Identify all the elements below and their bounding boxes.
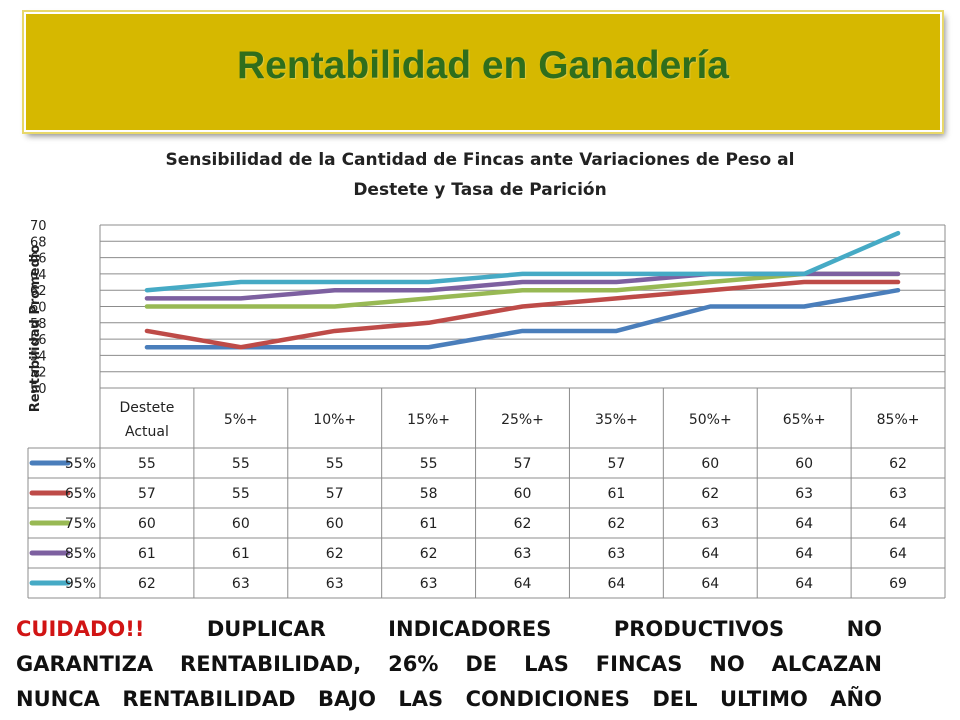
chart-title-line2: Destete y Tasa de Parición: [353, 180, 607, 200]
data-table-cell: 60: [795, 456, 813, 472]
legend-label: 95%: [65, 576, 96, 592]
data-table-cell: 63: [889, 486, 907, 502]
x-tick-label: 65%+: [783, 412, 826, 428]
series-line: [144, 279, 901, 350]
data-table-cell: 61: [607, 486, 625, 502]
chart-title: Sensibilidad de la Cantidad de Fincas an…: [0, 145, 960, 205]
data-table-cell: 64: [514, 576, 532, 592]
y-tick-label: 60: [30, 301, 47, 316]
legend-label: 85%: [65, 546, 96, 562]
data-table-cell: 64: [889, 546, 907, 562]
warning-line-2: GARANTIZA RENTABILIDAD, 26% DE LAS FINCA…: [16, 652, 882, 676]
data-table-cell: 64: [701, 546, 719, 562]
data-table-cell: 57: [326, 486, 344, 502]
data-table-cell: 64: [607, 576, 625, 592]
x-tick-label: 25%+: [501, 412, 544, 428]
y-tick-label: 58: [30, 317, 47, 332]
x-tick-label: 5%+: [224, 412, 258, 428]
data-table-cell: 57: [514, 456, 532, 472]
data-table-cell: 60: [514, 486, 532, 502]
data-table-cell: 63: [232, 576, 250, 592]
data-table-cell: 60: [701, 456, 719, 472]
x-tick-label: Destete: [119, 400, 174, 416]
data-table-cell: 63: [326, 576, 344, 592]
y-tick-label: 52: [30, 366, 47, 381]
y-tick-label: 66: [30, 252, 47, 267]
y-tick-label: 62: [30, 284, 47, 299]
data-table-cell: 57: [607, 456, 625, 472]
data-table-cell: 64: [795, 576, 813, 592]
warning-text: CUIDADO!! DUPLICAR INDICADORES PRODUCTIV…: [16, 612, 882, 717]
legend-label: 55%: [65, 456, 96, 472]
data-table-cell: 57: [138, 486, 156, 502]
y-tick-label: 70: [30, 219, 47, 234]
y-tick-label: 56: [30, 333, 47, 348]
title-banner: Rentabilidad en Ganadería: [24, 12, 942, 132]
series-line: [144, 230, 901, 293]
warning-line1-text: DUPLICAR INDICADORES PRODUCTIVOS NO: [206, 617, 883, 641]
data-table-cell: 63: [795, 486, 813, 502]
data-table-cell: 62: [420, 546, 438, 562]
chart-title-line1: Sensibilidad de la Cantidad de Fincas an…: [165, 150, 795, 170]
y-tick-label: 68: [30, 235, 47, 250]
x-tick-label: 35%+: [595, 412, 638, 428]
data-table-cell: 60: [326, 516, 344, 532]
x-tick-label: Actual: [125, 424, 169, 440]
data-table-cell: 61: [232, 546, 250, 562]
y-tick-label: 50: [30, 382, 47, 397]
data-table-cell: 62: [138, 576, 156, 592]
data-table-cell: 62: [701, 486, 719, 502]
data-table-cell: 60: [138, 516, 156, 532]
data-table-cell: 61: [138, 546, 156, 562]
data-table-cell: 64: [795, 516, 813, 532]
data-table-cell: 63: [420, 576, 438, 592]
data-table-cell: 64: [889, 516, 907, 532]
data-table-cell: 61: [420, 516, 438, 532]
x-tick-label: 50%+: [689, 412, 732, 428]
series-line: [144, 287, 901, 350]
data-table-cell: 64: [701, 576, 719, 592]
data-table-cell: 62: [326, 546, 344, 562]
data-table-cell: 55: [138, 456, 156, 472]
data-table-cell: 60: [232, 516, 250, 532]
data-table-cell: 55: [326, 456, 344, 472]
data-table-cell: 63: [607, 546, 625, 562]
data-table-cell: 62: [514, 516, 532, 532]
data-table-cell: 55: [232, 486, 250, 502]
data-table-cell: 63: [514, 546, 532, 562]
legend-label: 65%: [65, 486, 96, 502]
data-table-cell: 62: [889, 456, 907, 472]
series-line: [144, 271, 901, 309]
data-table-cell: 55: [420, 456, 438, 472]
x-tick-label: 85%+: [877, 412, 920, 428]
x-tick-label: 10%+: [313, 412, 356, 428]
legend-label: 75%: [65, 516, 96, 532]
data-table-cell: 64: [795, 546, 813, 562]
data-table-cell: 62: [607, 516, 625, 532]
data-table-cell: 63: [701, 516, 719, 532]
data-table-cell: 69: [889, 576, 907, 592]
y-tick-label: 64: [30, 268, 47, 283]
x-tick-label: 15%+: [407, 412, 450, 428]
y-axis-label: Rentabilidad Promedio: [28, 245, 43, 413]
data-table-cell: 58: [420, 486, 438, 502]
warning-line-1: CUIDADO!! DUPLICAR INDICADORES PRODUCTIV…: [16, 612, 882, 647]
data-table-cell: 55: [232, 456, 250, 472]
warning-line-3: NUNCA RENTABILIDAD BAJO LAS CONDICIONES …: [16, 687, 882, 711]
slide-title: Rentabilidad en Ganadería: [237, 44, 729, 87]
y-tick-label: 54: [30, 349, 47, 364]
warning-label: CUIDADO!!: [16, 617, 145, 641]
